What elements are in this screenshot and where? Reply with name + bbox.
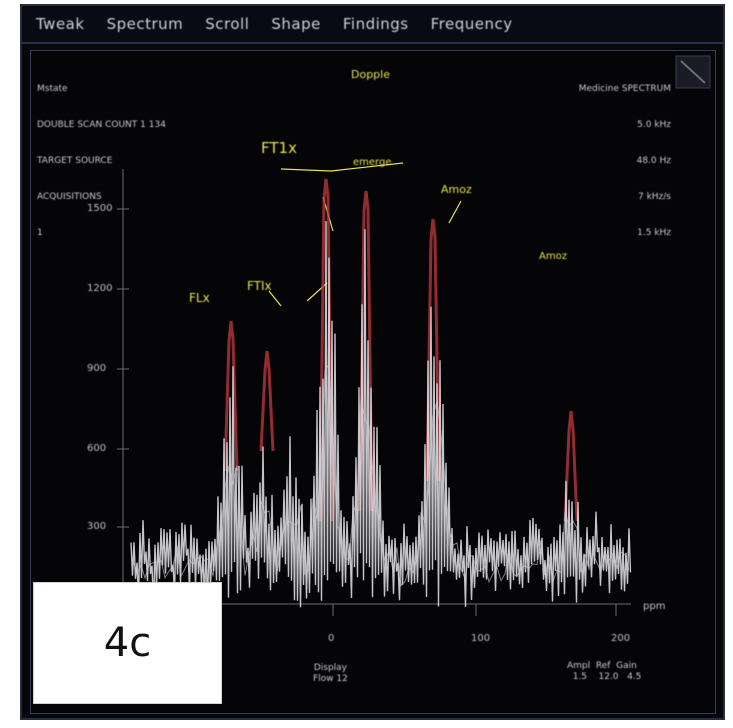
y-tick-label: 600 xyxy=(87,443,107,454)
header-info-left: Mstate DOUBLE SCAN COUNT 1 134 TARGET SO… xyxy=(37,59,166,263)
header-left-line-2: DOUBLE SCAN COUNT 1 134 xyxy=(37,120,166,130)
panel-label-box: 4c xyxy=(33,582,222,704)
peak-annotation-4: Amoz xyxy=(441,183,472,196)
envelope-peak xyxy=(563,410,579,522)
header-right-line-3: 48.0 Hz xyxy=(636,156,671,166)
spectrum-trace xyxy=(130,221,632,609)
x-unit-label: ppm xyxy=(643,601,666,612)
peak-annotation-2: FTIx xyxy=(247,279,272,293)
header-left-line-4: ACQUISITIONS xyxy=(37,192,102,202)
header-right-line-2: 5.0 kHz xyxy=(637,120,671,130)
panel-label: 4c xyxy=(103,620,152,666)
y-tick-label: 1500 xyxy=(87,203,113,214)
envelope-peak xyxy=(223,320,239,472)
menu-item-scroll[interactable]: Scroll xyxy=(205,15,250,33)
x-tick-label: 0 xyxy=(328,633,335,644)
leader-line xyxy=(448,200,462,224)
header-right-line-4: 7 kHz/s xyxy=(637,192,671,202)
y-axis-ticks xyxy=(117,208,129,528)
peak-annotation-1: FLx xyxy=(189,291,210,305)
header-left-line-3: TARGET SOURCE xyxy=(37,156,113,166)
peak-annotation-3-sub: emerge xyxy=(353,157,392,168)
menu-item-findings[interactable]: Findings xyxy=(342,15,409,33)
menu-item-shape[interactable]: Shape xyxy=(271,15,321,33)
x-tick-label: 200 xyxy=(611,633,631,644)
spectrum-trace-secondary xyxy=(132,363,630,587)
y-tick-label: 1200 xyxy=(87,283,113,294)
footer-center-text: Display Flow 12 xyxy=(313,663,348,684)
header-right-line-1: Medicine SPECTRUM xyxy=(578,84,671,94)
envelope-peak xyxy=(425,218,441,482)
peak-annotation-5: Amoz xyxy=(539,251,567,262)
header-left-line-1: Mstate xyxy=(37,84,68,94)
x-tick-label: 100 xyxy=(471,633,491,644)
x-axis-ticks xyxy=(332,604,617,616)
footer-right-text: Ampl Ref Gain 1.5 12.0 4.5 xyxy=(567,661,642,682)
menu-item-frequency[interactable]: Frequency xyxy=(430,15,513,33)
spectrum-plot-panel: Mstate DOUBLE SCAN COUNT 1 134 TARGET SO… xyxy=(30,50,716,714)
menu-bar: Tweak Spectrum Scroll Shape Findings Fre… xyxy=(22,6,723,44)
header-right-line-5: 1.5 kHz xyxy=(637,228,671,238)
y-tick-label: 300 xyxy=(87,521,107,532)
menu-item-tweak[interactable]: Tweak xyxy=(36,15,85,33)
envelope-peak xyxy=(259,350,275,452)
header-center-label: Dopple xyxy=(351,68,390,81)
leader-line xyxy=(280,162,404,172)
leader-line xyxy=(268,290,282,307)
header-left-line-5: 1 xyxy=(37,228,43,238)
header-info-right: Medicine SPECTRUM 5.0 kHz 48.0 Hz 7 kHz/… xyxy=(579,59,671,263)
y-tick-label: 900 xyxy=(87,363,107,374)
spectrum-envelope-trace xyxy=(223,178,579,522)
scroll-handle-icon[interactable] xyxy=(675,55,711,89)
menu-item-spectrum[interactable]: Spectrum xyxy=(106,15,184,33)
peak-annotation-3: FT1x xyxy=(261,139,297,157)
